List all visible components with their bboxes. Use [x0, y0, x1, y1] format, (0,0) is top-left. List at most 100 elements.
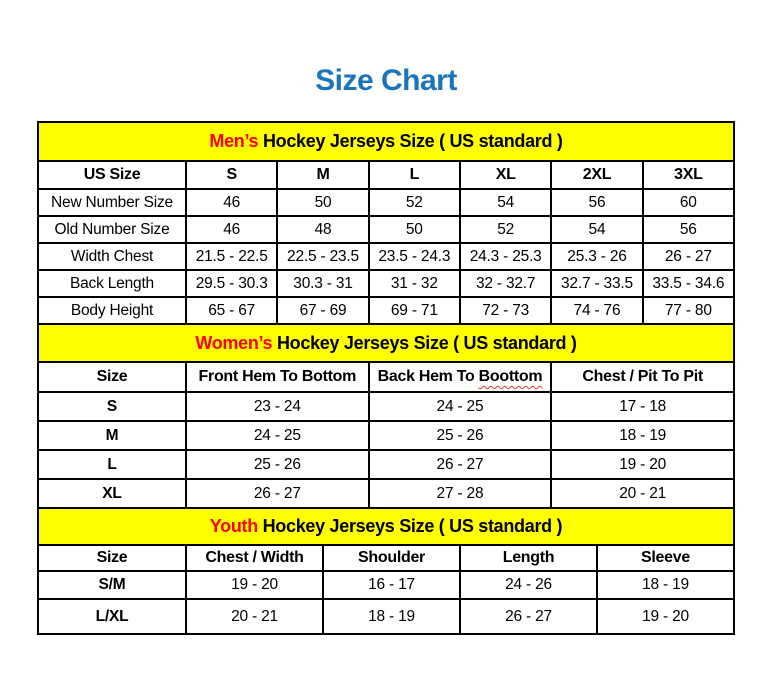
data-cell: 25.3 - 26 — [550, 242, 644, 271]
row-label-cell: Body Height — [37, 296, 187, 325]
table-row: Old Number Size 46 48 50 52 54 56 — [37, 215, 736, 244]
data-cell: 67 - 69 — [276, 296, 370, 325]
youth-col-size: Size — [37, 544, 187, 572]
women-section-band: Women’s Hockey Jerseys Size ( US standar… — [37, 323, 735, 363]
row-label-cell: XL — [37, 478, 187, 509]
youth-size-table: Youth Hockey Jerseys Size ( US standard … — [37, 507, 735, 635]
data-cell: 50 — [367, 215, 461, 244]
data-cell: 25 - 26 — [185, 449, 370, 480]
row-label-cell: S/M — [37, 570, 187, 600]
size-chart: Men’s Hockey Jerseys Size ( US standard … — [37, 121, 736, 635]
table-row: Width Chest 21.5 - 22.5 22.5 - 23.5 23.5… — [37, 242, 736, 271]
data-cell: 24.3 - 25.3 — [458, 242, 553, 271]
men-col-2xl: 2XL — [550, 160, 644, 190]
data-cell: 60 — [641, 188, 736, 217]
row-label-cell: Old Number Size — [37, 215, 187, 244]
men-col-us-size: US Size — [37, 160, 187, 190]
data-cell: 16 - 17 — [322, 570, 461, 600]
data-cell: 32 - 32.7 — [458, 269, 553, 298]
table-row: L/XL 20 - 21 18 - 19 26 - 27 19 - 20 — [37, 598, 735, 635]
women-header-row: Size Front Hem To Bottom Back Hem To Boo… — [37, 361, 735, 393]
page-title: Size Chart — [315, 64, 457, 97]
data-cell: 52 — [367, 188, 461, 217]
youth-section-highlight: Youth — [209, 516, 258, 536]
data-cell: 19 - 20 — [596, 598, 735, 635]
table-row: New Number Size 46 50 52 54 56 60 — [37, 188, 736, 217]
youth-col-length: Length — [459, 544, 598, 572]
data-cell: 30.3 - 31 — [276, 269, 370, 298]
row-label-cell: L/XL — [37, 598, 187, 635]
row-label-cell: Back Length — [37, 269, 187, 298]
data-cell: 17 - 18 — [550, 391, 735, 422]
data-cell: 69 - 71 — [367, 296, 461, 325]
table-row: Back Length 29.5 - 30.3 30.3 - 31 31 - 3… — [37, 269, 736, 298]
women-col-size: Size — [37, 361, 187, 393]
back-hem-prefix: Back Hem To — [377, 368, 475, 385]
data-cell: 18 - 19 — [322, 598, 461, 635]
row-label-cell: New Number Size — [37, 188, 187, 217]
row-label-cell: M — [37, 420, 187, 451]
data-cell: 26 - 27 — [641, 242, 736, 271]
women-section-rest: Hockey Jerseys Size ( US standard ) — [276, 332, 577, 353]
youth-col-chest-width: Chest / Width — [185, 544, 324, 572]
men-col-xl: XL — [458, 160, 553, 190]
men-section-rest: Hockey Jerseys Size ( US standard ) — [262, 131, 563, 151]
men-col-l: L — [367, 160, 461, 190]
men-header-row: US Size S M L XL 2XL 3XL — [37, 160, 736, 190]
data-cell: 21.5 - 22.5 — [184, 242, 279, 271]
data-cell: 20 - 21 — [185, 598, 324, 635]
data-cell: 24 - 25 — [185, 420, 370, 451]
data-cell: 18 - 19 — [596, 570, 735, 600]
data-cell: 31 - 32 — [367, 269, 461, 298]
men-section-highlight: Men’s — [209, 131, 259, 151]
table-row: L 25 - 26 26 - 27 19 - 20 — [37, 449, 735, 480]
youth-col-sleeve: Sleeve — [596, 544, 735, 572]
data-cell: 54 — [458, 188, 553, 217]
women-section-highlight: Women’s — [195, 332, 273, 353]
data-cell: 32.7 - 33.5 — [550, 269, 644, 298]
data-cell: 46 — [184, 188, 279, 217]
data-cell: 18 - 19 — [550, 420, 735, 451]
data-cell: 29.5 - 30.3 — [184, 269, 279, 298]
men-col-s: S — [184, 160, 279, 190]
data-cell: 74 - 76 — [550, 296, 644, 325]
table-row: S/M 19 - 20 16 - 17 24 - 26 18 - 19 — [37, 570, 735, 600]
row-label-cell: Width Chest — [37, 242, 187, 271]
data-cell: 23 - 24 — [185, 391, 370, 422]
table-row: Body Height 65 - 67 67 - 69 69 - 71 72 -… — [37, 296, 736, 325]
women-section-title: Women’s Hockey Jerseys Size ( US standar… — [37, 323, 735, 363]
data-cell: 26 - 27 — [185, 478, 370, 509]
data-cell: 26 - 27 — [367, 449, 553, 480]
data-cell: 19 - 20 — [185, 570, 324, 600]
data-cell: 72 - 73 — [458, 296, 553, 325]
youth-header-row: Size Chest / Width Shoulder Length Sleev… — [37, 544, 735, 572]
youth-section-title: Youth Hockey Jerseys Size ( US standard … — [37, 507, 735, 546]
data-cell: 27 - 28 — [367, 478, 553, 509]
men-section-title: Men’s Hockey Jerseys Size ( US standard … — [37, 121, 735, 162]
data-cell: 33.5 - 34.6 — [641, 269, 736, 298]
men-col-3xl: 3XL — [641, 160, 736, 190]
data-cell: 48 — [276, 215, 370, 244]
data-cell: 26 - 27 — [459, 598, 598, 635]
women-col-front-hem: Front Hem To Bottom — [185, 361, 370, 393]
table-row: XL 26 - 27 27 - 28 20 - 21 — [37, 478, 735, 509]
table-row: S 23 - 24 24 - 25 17 - 18 — [37, 391, 735, 422]
data-cell: 54 — [550, 215, 644, 244]
data-cell: 77 - 80 — [641, 296, 736, 325]
table-row: M 24 - 25 25 - 26 18 - 19 — [37, 420, 735, 451]
data-cell: 24 - 26 — [459, 570, 598, 600]
men-size-table: Men’s Hockey Jerseys Size ( US standard … — [37, 121, 736, 325]
data-cell: 23.5 - 24.3 — [367, 242, 461, 271]
misspelled-word: Boottom — [478, 368, 543, 385]
data-cell: 52 — [458, 215, 553, 244]
data-cell: 56 — [550, 188, 644, 217]
data-cell: 65 - 67 — [184, 296, 279, 325]
youth-section-rest: Hockey Jerseys Size ( US standard ) — [262, 516, 563, 536]
women-col-chest: Chest / Pit To Pit — [550, 361, 735, 393]
data-cell: 46 — [184, 215, 279, 244]
data-cell: 20 - 21 — [550, 478, 735, 509]
row-label-cell: L — [37, 449, 187, 480]
data-cell: 19 - 20 — [550, 449, 735, 480]
women-col-back-hem: Back Hem To Boottom — [367, 361, 553, 393]
women-size-table: Women’s Hockey Jerseys Size ( US standar… — [37, 323, 735, 509]
